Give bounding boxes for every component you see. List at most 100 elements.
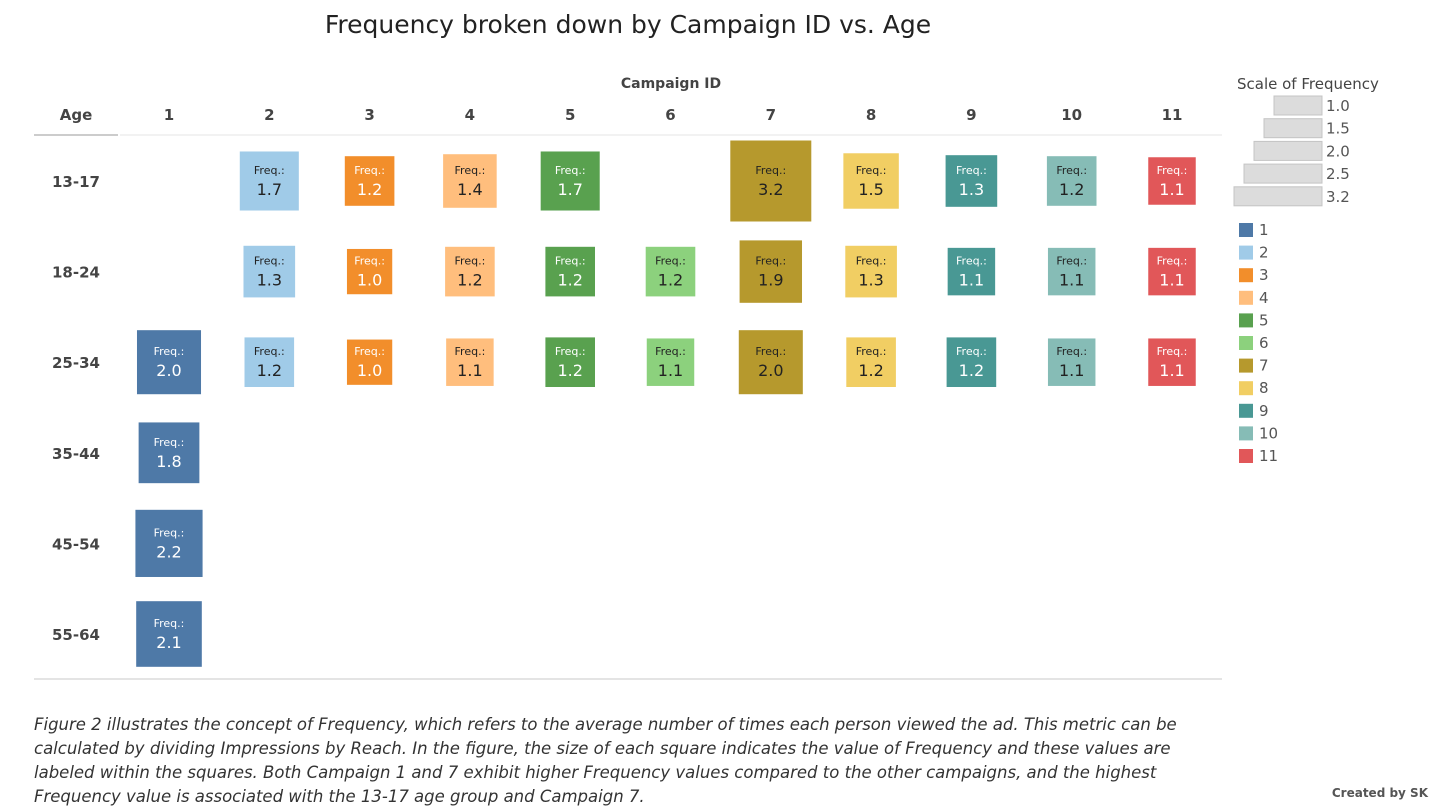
square-label-prefix: Freq.: xyxy=(856,255,887,268)
frequency-square xyxy=(1046,156,1097,206)
color-legend-swatch xyxy=(1239,449,1253,463)
size-legend-label: 1.0 xyxy=(1326,97,1350,115)
square-value-label: 1.5 xyxy=(858,180,883,199)
color-legend-label: 5 xyxy=(1259,311,1269,329)
square-label-prefix: Freq.: xyxy=(1056,345,1087,358)
color-legend-label: 7 xyxy=(1259,357,1269,375)
size-legend-swatch xyxy=(1253,140,1323,161)
square-value-label: 1.1 xyxy=(1159,180,1184,199)
column-tick-label: 8 xyxy=(866,106,876,124)
square-label-prefix: Freq.: xyxy=(455,345,486,358)
frequency-square xyxy=(945,155,998,207)
row-tick-label: 45-54 xyxy=(52,535,100,553)
square-value-label: 1.7 xyxy=(257,180,282,199)
square-value-label: 1.2 xyxy=(357,180,382,199)
square-label-prefix: Freq.: xyxy=(555,255,586,268)
square-label-prefix: Freq.: xyxy=(1056,255,1087,268)
color-legend-swatch xyxy=(1239,426,1253,441)
size-legend-swatch xyxy=(1243,163,1323,184)
row-tick-label: 25-34 xyxy=(52,354,100,372)
size-legend-swatch xyxy=(1263,118,1323,139)
color-legend-swatch xyxy=(1239,268,1253,283)
size-legend-label: 2.0 xyxy=(1326,142,1350,160)
frequency-square xyxy=(845,245,897,298)
color-legend-label: 3 xyxy=(1259,266,1269,284)
square-label-prefix: Freq.: xyxy=(856,345,887,358)
color-legend-label: 1 xyxy=(1259,221,1269,239)
square-label-prefix: Freq.: xyxy=(1056,164,1087,177)
square-label-prefix: Freq.: xyxy=(354,164,385,177)
frequency-square xyxy=(1148,247,1196,296)
color-legend-swatch xyxy=(1239,290,1253,305)
frequency-square xyxy=(1047,338,1096,386)
size-legend-label: 1.5 xyxy=(1326,120,1350,138)
frequency-square xyxy=(540,151,600,211)
frequency-chart: Campaign ID Age 1 2 3 4 5 6 7 8 9 10 11 13-17 18-24 25-… xyxy=(34,76,1350,680)
square-label-prefix: Freq.: xyxy=(354,255,385,268)
color-legend-swatch xyxy=(1239,245,1253,260)
square-label-prefix: Freq.: xyxy=(154,526,185,539)
color-legend-label: 11 xyxy=(1259,447,1278,465)
square-value-label: 1.2 xyxy=(457,271,482,290)
square-label-prefix: Freq.: xyxy=(755,345,786,358)
square-label-prefix: Freq.: xyxy=(254,164,285,177)
color-legend-swatch xyxy=(1239,403,1253,418)
frequency-square xyxy=(138,422,200,484)
frequency-square xyxy=(730,140,812,222)
square-label-prefix: Freq.: xyxy=(154,436,185,449)
square-value-label: 1.1 xyxy=(457,361,482,380)
square-value-label: 1.1 xyxy=(1059,271,1084,290)
square-value-label: 3.2 xyxy=(758,180,783,199)
square-value-label: 2.2 xyxy=(156,542,181,561)
square-value-label: 1.1 xyxy=(959,271,984,290)
size-legend-label: 3.2 xyxy=(1326,188,1350,206)
frequency-square xyxy=(135,509,203,577)
square-value-label: 1.1 xyxy=(1059,361,1084,380)
square-label-prefix: Freq.: xyxy=(655,255,686,268)
square-value-label: 1.1 xyxy=(1159,361,1184,380)
column-tick-label: 5 xyxy=(565,106,575,124)
size-legend-label: 2.5 xyxy=(1326,165,1350,183)
column-tick-label: 10 xyxy=(1061,106,1082,124)
frequency-square xyxy=(1047,247,1096,296)
column-header-label: Campaign ID xyxy=(621,76,721,92)
square-label-prefix: Freq.: xyxy=(755,255,786,268)
chart-title: Frequency broken down by Campaign ID vs.… xyxy=(324,10,932,39)
frequency-square xyxy=(545,246,596,297)
square-label-prefix: Freq.: xyxy=(956,345,987,358)
square-value-label: 1.3 xyxy=(257,271,282,290)
square-label-prefix: Freq.: xyxy=(856,164,887,177)
frequency-square xyxy=(545,337,596,388)
square-value-label: 1.1 xyxy=(1159,271,1184,290)
frequency-square xyxy=(136,601,202,667)
frequency-square xyxy=(136,330,202,395)
square-label-prefix: Freq.: xyxy=(254,345,285,358)
frequency-square xyxy=(346,248,393,295)
square-value-label: 1.4 xyxy=(457,180,482,199)
square-value-label: 2.0 xyxy=(758,361,783,380)
square-label-prefix: Freq.: xyxy=(655,345,686,358)
frequency-square xyxy=(946,337,997,388)
square-value-label: 2.1 xyxy=(156,633,181,652)
color-legend-swatch xyxy=(1239,223,1253,237)
square-value-label: 1.0 xyxy=(357,361,382,380)
square-value-label: 2.0 xyxy=(156,361,181,380)
square-value-label: 1.2 xyxy=(1059,180,1084,199)
frequency-square xyxy=(445,246,495,297)
size-legend-swatch xyxy=(1233,186,1323,207)
color-legend-label: 10 xyxy=(1259,424,1278,442)
square-value-label: 1.3 xyxy=(858,271,883,290)
frequency-square xyxy=(645,246,696,297)
square-value-label: 1.2 xyxy=(858,361,883,380)
column-tick-label: 1 xyxy=(164,106,174,124)
frequency-square xyxy=(346,339,393,385)
frequency-square xyxy=(244,337,295,388)
square-label-prefix: Freq.: xyxy=(154,617,185,630)
frequency-square xyxy=(646,338,695,386)
frequency-square xyxy=(843,153,899,209)
frequency-square xyxy=(239,151,299,211)
square-label-prefix: Freq.: xyxy=(755,164,786,177)
figure-caption: Figure 2 illustrates the concept of Freq… xyxy=(34,715,1177,806)
square-label-prefix: Freq.: xyxy=(254,255,285,268)
size-legend-title: Scale of Frequency xyxy=(1237,75,1379,93)
